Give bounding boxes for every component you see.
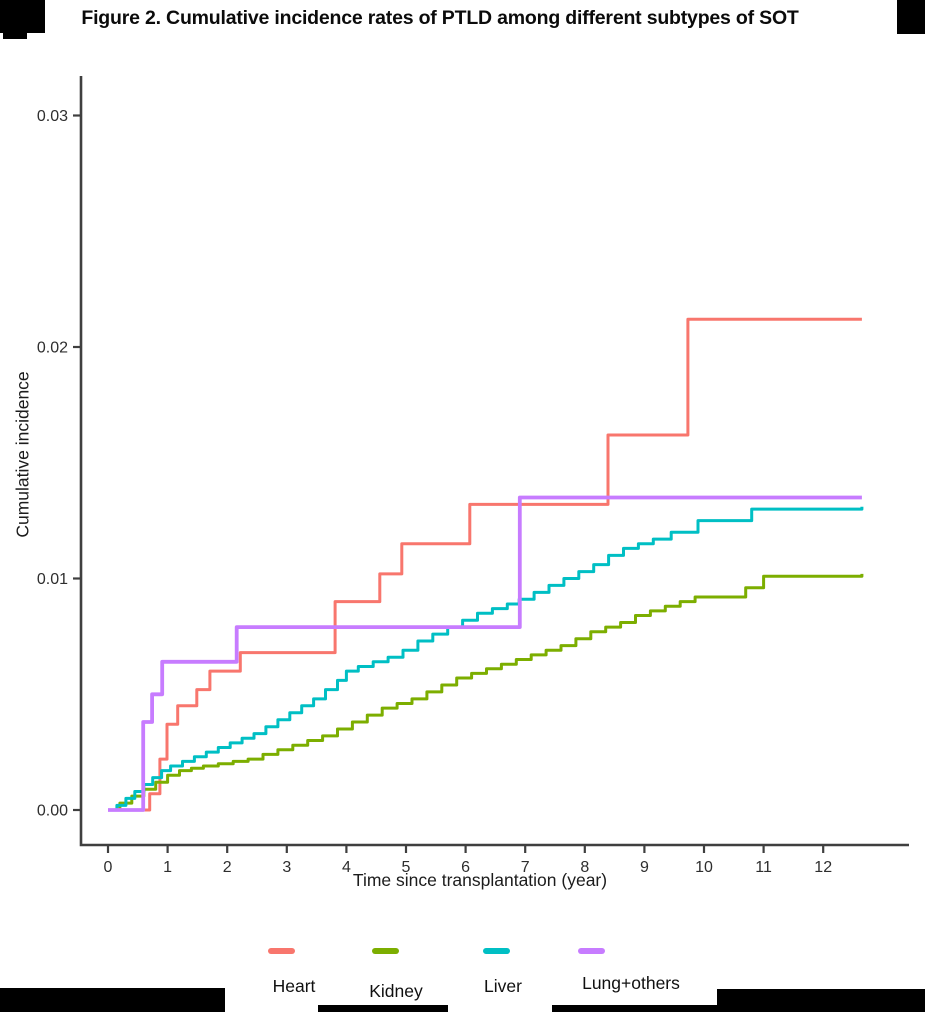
y-tick-label: 0.03 (37, 108, 68, 125)
x-tick-label: 8 (580, 859, 589, 876)
x-tick-label: 12 (814, 859, 832, 876)
scan-mark-bottom-strip-1 (318, 1005, 448, 1012)
x-tick-label: 3 (282, 859, 291, 876)
figure-title: Figure 2. Cumulative incidence rates of … (81, 7, 799, 29)
y-tick-label: 0.01 (37, 571, 68, 588)
x-tick-label: 11 (755, 859, 772, 876)
x-tick-label: 7 (521, 859, 530, 876)
series-line-liver (108, 506, 864, 812)
legend-label-kidney: Kidney (369, 981, 423, 1001)
y-axis-title: Cumulative incidence (12, 371, 33, 538)
axes (79, 76, 909, 847)
y-tick-label: 0.02 (37, 340, 68, 357)
legend-swatch-lung-others (578, 948, 605, 954)
scan-mark-top-left-notch (3, 33, 27, 39)
x-tick-label: 5 (402, 859, 411, 876)
scan-mark-bottom-strip-2 (552, 1005, 717, 1012)
x-tick-label: 0 (104, 859, 113, 876)
x-axis-title: Time since transplantation (year) (352, 870, 608, 890)
x-tick-label: 4 (342, 859, 351, 876)
legend-swatch-heart (268, 948, 295, 954)
x-tick-label: 2 (223, 859, 232, 876)
x-tick-label: 6 (461, 859, 470, 876)
legend-label-heart: Heart (272, 976, 316, 996)
scan-mark-bottom-left (0, 988, 225, 1012)
series-line-kidney (108, 573, 864, 812)
legend-swatch-kidney (372, 948, 399, 954)
y-tick-label: 0.00 (37, 803, 68, 820)
scan-mark-bottom-right (717, 989, 925, 1012)
legend-label-lung-others: Lung+others (582, 973, 680, 993)
x-tick-label: 10 (695, 859, 713, 876)
scan-mark-top-left (0, 0, 45, 33)
legend-swatch-liver (483, 948, 510, 954)
x-tick-label: 1 (163, 859, 172, 876)
legend-label-liver: Liver (484, 976, 522, 996)
x-tick-label: 9 (640, 859, 649, 876)
scan-mark-top-right (897, 0, 925, 34)
series-line-lung-others (108, 495, 862, 812)
series-line-heart (108, 317, 862, 812)
